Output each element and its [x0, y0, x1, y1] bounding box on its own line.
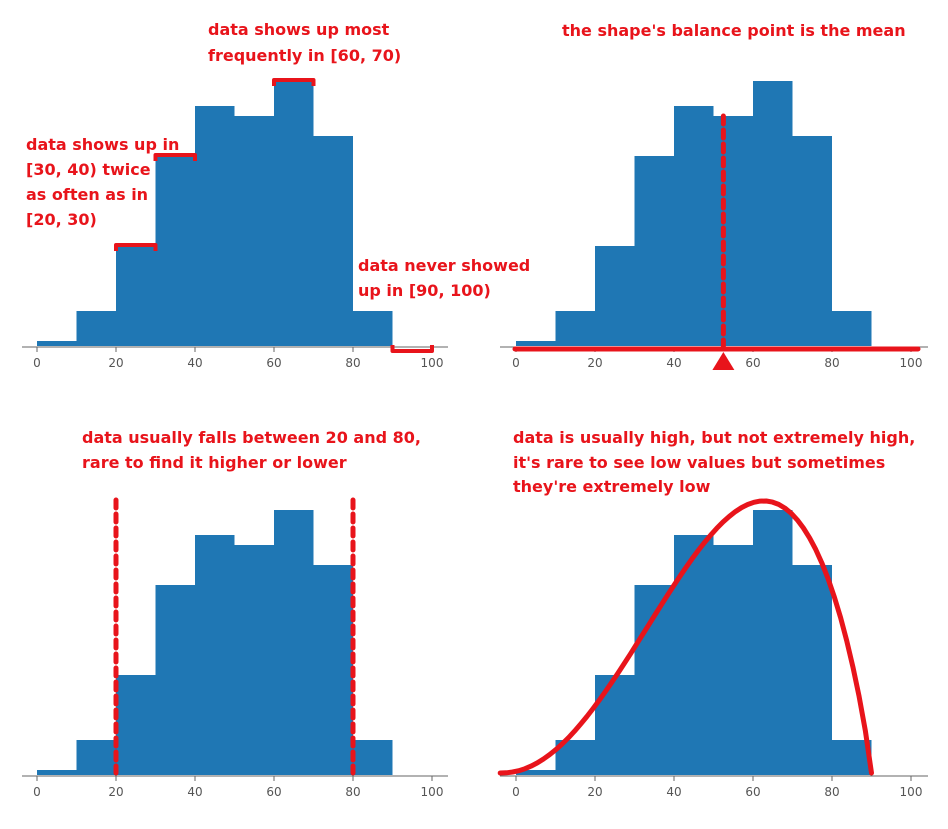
x-tick-label: 20 [108, 785, 123, 799]
histogram-bar [713, 545, 753, 775]
x-tick-label: 60 [745, 356, 760, 370]
annotation-text: data shows up in [26, 135, 179, 154]
annotation-text: they're extremely low [513, 477, 711, 496]
bracket-mark [114, 243, 158, 251]
histogram-bar [234, 116, 274, 346]
panel-top-left: 0 20 40 60 80 100 data shows up most frequent… [22, 20, 530, 370]
x-tick-label: 100 [421, 356, 444, 370]
x-tick-label: 100 [900, 356, 923, 370]
histogram-bar [674, 106, 714, 346]
panel-top-right: 0 20 40 60 80 100 the shape's balance point i… [500, 21, 928, 370]
histogram-bar [792, 136, 832, 346]
x-tick-label: 80 [824, 785, 839, 799]
annotation-text: [30, 40) twice [26, 160, 151, 179]
mean-triangle [712, 352, 735, 370]
histogram-bar [195, 106, 235, 346]
x-tick-label: 0 [33, 356, 41, 370]
annotation-text: the shape's balance point is the mean [562, 21, 906, 40]
histogram-bar [116, 246, 156, 346]
bars [37, 510, 393, 775]
x-tick-label: 0 [512, 356, 520, 370]
x-tick-label: 40 [666, 356, 681, 370]
x-tick-label: 0 [512, 785, 520, 799]
histogram-bar [353, 311, 393, 346]
histogram-bar [76, 311, 116, 346]
annotation-text: as often as in [26, 185, 148, 204]
x-axis: 0 20 40 60 80 100 [22, 346, 448, 370]
bracket-mark [390, 345, 434, 353]
annotation-text: data usually falls between 20 and 80, [82, 428, 421, 447]
histogram-bar [516, 341, 556, 346]
histogram-bar [353, 740, 393, 775]
x-tick-label: 60 [266, 356, 281, 370]
histogram-bar [155, 585, 195, 775]
histogram-bar [516, 770, 556, 775]
histogram-bar [76, 740, 116, 775]
histogram-bar [832, 311, 872, 346]
x-tick-label: 60 [745, 785, 760, 799]
histogram-bar [555, 311, 595, 346]
histogram-bar [37, 341, 77, 346]
histogram-bar [116, 675, 156, 775]
x-tick-label: 40 [187, 785, 202, 799]
x-tick-label: 80 [824, 356, 839, 370]
bars [516, 81, 872, 346]
panel-bottom-right: 0 20 40 60 80 100 data is usually high, but n… [497, 428, 928, 799]
histogram-bar [674, 535, 714, 775]
annotation-text: frequently in [60, 70) [208, 46, 401, 65]
x-axis: 0 20 40 60 80 100 [500, 346, 928, 370]
histogram-bar [37, 770, 77, 775]
annotation-text: rare to find it higher or lower [82, 453, 347, 472]
x-axis: 0 20 40 60 80 100 [22, 775, 448, 799]
x-tick-label: 0 [33, 785, 41, 799]
x-tick-label: 40 [187, 356, 202, 370]
annotation-marks [512, 113, 921, 370]
histogram-bar [313, 136, 353, 346]
annotation-marks [497, 498, 874, 776]
annotation-text: up in [90, 100) [358, 281, 491, 300]
histogram-bar [274, 81, 314, 346]
bracket-mark [153, 153, 197, 161]
annotation-text: data shows up most [208, 20, 390, 39]
histogram-bar [595, 675, 635, 775]
bracket-mark [272, 78, 316, 86]
x-tick-label: 100 [421, 785, 444, 799]
x-tick-label: 80 [345, 356, 360, 370]
x-tick-label: 80 [345, 785, 360, 799]
histogram-bar [753, 510, 793, 775]
annotation-marks [114, 78, 434, 353]
histogram-bar [634, 156, 674, 346]
annotation-text: it's rare to see low values but sometime… [513, 453, 885, 472]
x-tick-label: 40 [666, 785, 681, 799]
annotation-text: data is usually high, but not extremely … [513, 428, 915, 447]
x-tick-label: 60 [266, 785, 281, 799]
annotation-text: data never showed [358, 256, 530, 275]
histogram-bar [595, 246, 635, 346]
annotation-text: [20, 30) [26, 210, 97, 229]
histogram-bar [274, 510, 314, 775]
x-tick-label: 20 [108, 356, 123, 370]
histogram-bar [832, 740, 872, 775]
x-tick-label: 100 [900, 785, 923, 799]
histogram-bar [155, 156, 195, 346]
bars [37, 81, 393, 346]
histogram-bar [753, 81, 793, 346]
distribution-curve [497, 498, 874, 776]
x-axis: 0 20 40 60 80 100 [500, 775, 928, 799]
panel-bottom-left: 0 20 40 60 80 100 data usually falls between … [22, 428, 448, 799]
histogram-bar [713, 116, 753, 346]
x-tick-label: 20 [587, 356, 602, 370]
histogram-bar [792, 565, 832, 775]
annotation-marks [113, 497, 356, 776]
histogram-bar [195, 535, 235, 775]
x-tick-label: 20 [587, 785, 602, 799]
histogram-bar [313, 565, 353, 775]
histogram-bar [234, 545, 274, 775]
